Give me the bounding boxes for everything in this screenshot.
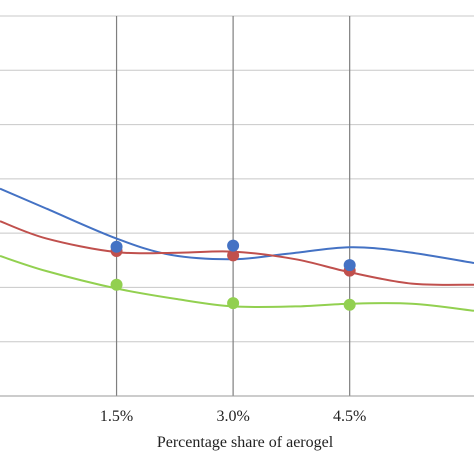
data-point-s1-2	[227, 239, 240, 252]
data-point-s2-2	[227, 249, 240, 262]
data-point-s3-2	[227, 297, 240, 310]
gridlines	[0, 15, 474, 396]
series-group	[0, 187, 474, 312]
x-tick-label: 3.0%	[216, 408, 249, 425]
x-tick-label: 4.5%	[333, 408, 366, 425]
tick-labels: 1.5% 3.0% 4.5%	[100, 408, 366, 425]
data-point-s3-1	[110, 278, 123, 291]
data-point-s3-3	[343, 298, 356, 311]
data-point-s1-3	[343, 259, 356, 272]
x-axis-title: Percentage share of aerogel	[157, 434, 334, 451]
data-point-s1-1	[110, 240, 123, 253]
x-tick-label: 1.5%	[100, 408, 133, 425]
